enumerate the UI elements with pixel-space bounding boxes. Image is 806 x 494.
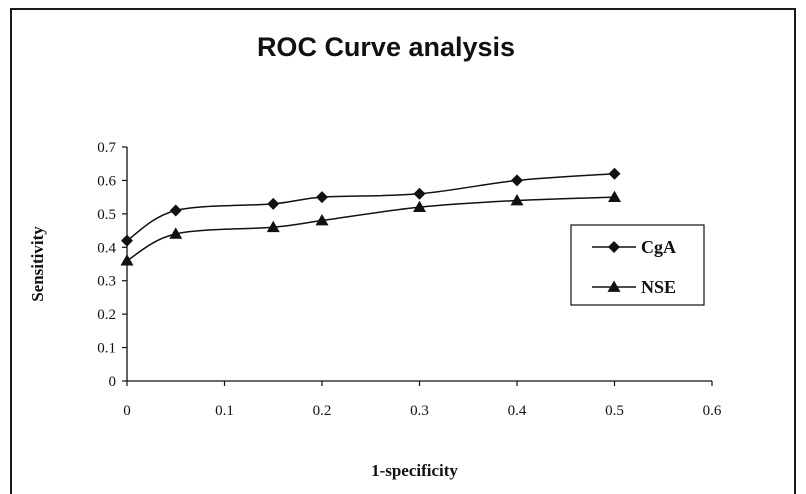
legend-label-nse: NSE <box>641 277 676 297</box>
y-tick-label: 0.6 <box>97 173 116 189</box>
chart-title: ROC Curve analysis <box>257 32 515 62</box>
legend-items: CgA NSE <box>592 237 676 297</box>
y-tick-label: 0.3 <box>97 274 116 290</box>
data-point-nse <box>169 227 183 239</box>
data-point-cga <box>413 187 426 200</box>
y-axis-label: Sensitivity <box>28 226 47 302</box>
x-tick-label: 0 <box>123 403 131 419</box>
legend-marker-nse <box>607 280 621 292</box>
y-tick-label: 0.1 <box>97 341 116 357</box>
data-point-nse <box>315 214 329 226</box>
data-point-cga <box>511 174 523 187</box>
y-tick-label: 0.5 <box>97 207 116 223</box>
legend-marker-cga <box>608 241 620 253</box>
x-tick-label: 0.5 <box>605 403 624 419</box>
x-ticks: 0 0.1 0.2 0.3 0.4 0.5 0.6 <box>123 381 722 419</box>
data-point-cga <box>316 191 328 204</box>
data-point-nse <box>413 200 426 213</box>
y-tick-label: 0.2 <box>97 307 116 323</box>
legend: CgA NSE <box>570 224 705 306</box>
data-point-nse <box>120 254 134 266</box>
series-layer <box>120 167 621 266</box>
data-point-cga <box>121 234 133 247</box>
legend-box <box>570 224 705 306</box>
data-point-nse <box>608 190 621 203</box>
data-point-nse <box>266 220 280 233</box>
y-ticks: 0 0.1 0.2 0.3 0.4 0.5 0.6 0.7 <box>97 140 127 390</box>
y-tick-label: 0.4 <box>97 240 116 256</box>
data-point-cga <box>608 167 621 180</box>
x-tick-label: 0.1 <box>215 403 234 419</box>
y-tick-label: 0.7 <box>97 140 116 156</box>
x-axis-label: 1-specificity <box>371 461 458 480</box>
legend-label-cga: CgA <box>641 237 676 257</box>
x-tick-label: 0.4 <box>508 403 527 419</box>
x-tick-label: 0.3 <box>410 403 429 419</box>
data-point-cga <box>169 204 182 217</box>
x-tick-label: 0.2 <box>313 403 332 419</box>
data-point-cga <box>267 197 280 210</box>
y-tick-label: 0 <box>109 374 117 390</box>
plot-area: 00.10.20.30.40.50.60.7 0 0.1 0.2 0.3 0.4 0.5 0… <box>97 140 722 419</box>
x-tick-label: 0.6 <box>703 403 722 419</box>
data-point-nse <box>510 193 524 206</box>
